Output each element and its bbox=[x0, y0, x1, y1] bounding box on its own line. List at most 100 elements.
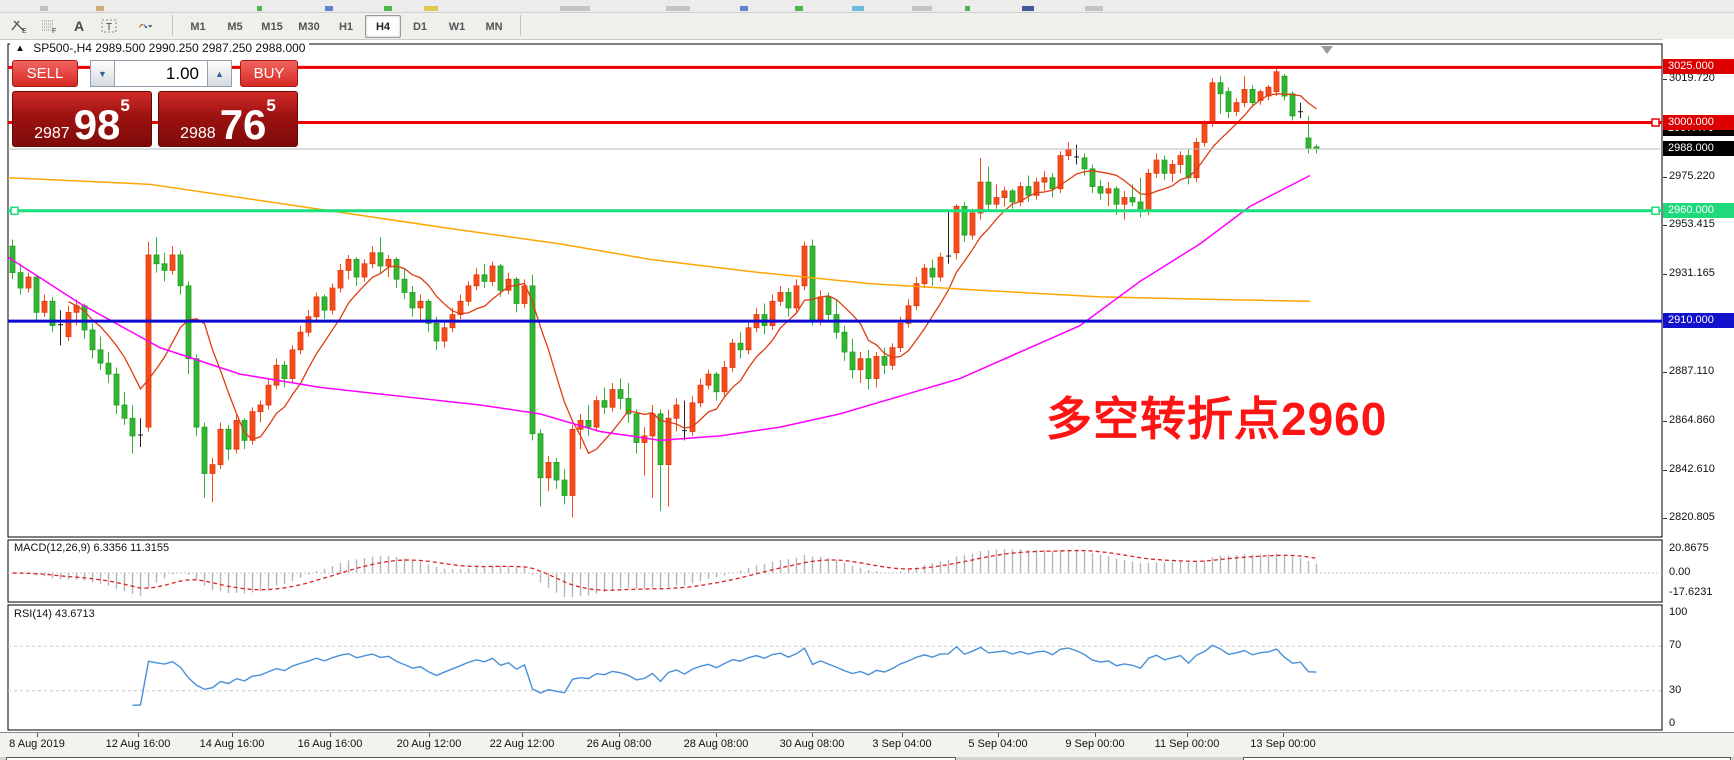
volume-input[interactable]: 1.00 bbox=[115, 60, 207, 87]
candle-body bbox=[969, 212, 976, 236]
text-box-icon[interactable]: T bbox=[96, 15, 122, 36]
toolbar-separator bbox=[520, 15, 521, 36]
candle-body bbox=[921, 267, 928, 285]
candle-body bbox=[569, 428, 576, 496]
candle-body bbox=[521, 285, 528, 304]
timeframe-button-h1[interactable]: H1 bbox=[338, 20, 354, 33]
volume-increase-button[interactable]: ▲ bbox=[207, 60, 232, 87]
time-tick bbox=[37, 733, 38, 737]
scroll-marker-icon[interactable] bbox=[1321, 46, 1333, 54]
time-label: 5 Sep 04:00 bbox=[968, 738, 1028, 750]
candle-body bbox=[193, 358, 200, 428]
candle-body bbox=[985, 181, 992, 205]
macd-axis-label: -17.6231 bbox=[1669, 586, 1713, 598]
candle-body bbox=[377, 252, 384, 267]
candle-body bbox=[25, 276, 32, 289]
candle-body bbox=[17, 272, 24, 289]
candle-body bbox=[1225, 91, 1232, 112]
timeframe-button-h4[interactable]: H4 bbox=[365, 15, 401, 38]
candle-body bbox=[121, 404, 128, 419]
time-tick bbox=[429, 733, 430, 737]
candle-body bbox=[321, 296, 328, 311]
candle-body bbox=[65, 311, 72, 338]
timeframe-button-m30[interactable]: M30 bbox=[298, 20, 320, 33]
candle-body bbox=[217, 428, 224, 466]
chart-annotation-text: 多空转折点2960 bbox=[1046, 393, 1388, 445]
indicators-icon[interactable]: E bbox=[6, 15, 32, 36]
candle-body bbox=[593, 400, 600, 428]
bottom-clipped-panel bbox=[0, 757, 1734, 760]
line-handle[interactable] bbox=[1651, 118, 1660, 127]
time-label: 16 Aug 16:00 bbox=[297, 738, 363, 750]
chart-title-text: SP500-,H4 2989.500 2990.250 2987.250 298… bbox=[33, 41, 306, 55]
candle-body bbox=[617, 389, 624, 399]
rsi-label: RSI(14) 43.6713 bbox=[14, 608, 95, 620]
timeframe-button-m15[interactable]: M15 bbox=[261, 20, 283, 33]
line-handle[interactable] bbox=[1651, 206, 1660, 216]
ask-price-big: 76 bbox=[219, 100, 267, 148]
time-label: 11 Sep 00:00 bbox=[1154, 738, 1220, 750]
text-label-icon[interactable]: A bbox=[73, 17, 85, 34]
time-tick bbox=[1187, 733, 1188, 737]
candle-body bbox=[545, 462, 552, 479]
timeframe-button-d1[interactable]: D1 bbox=[412, 20, 428, 33]
grid-icon[interactable]: F bbox=[36, 15, 62, 36]
candle-body bbox=[1289, 93, 1296, 117]
timeframe-button-m1[interactable]: M1 bbox=[190, 20, 206, 33]
time-tick bbox=[902, 733, 903, 737]
toolbar-main: E F A T M1 M5 M15 M30 H1 H4 D1 W1 MN bbox=[0, 13, 1734, 40]
candle-body bbox=[465, 285, 472, 302]
buy-button[interactable]: BUY bbox=[240, 60, 298, 87]
timeframe-button-m5[interactable]: M5 bbox=[227, 20, 243, 33]
candle-body bbox=[297, 331, 304, 351]
candle-body bbox=[801, 245, 808, 287]
candle-body bbox=[1209, 82, 1216, 123]
candle-body bbox=[505, 278, 512, 291]
candle-body bbox=[553, 462, 560, 481]
ma-line bbox=[68, 93, 1317, 455]
panel-border bbox=[7, 604, 1663, 731]
timeframe-button-w1[interactable]: W1 bbox=[448, 20, 466, 33]
volume-decrease-button[interactable]: ▼ bbox=[90, 60, 115, 87]
candle-body bbox=[289, 349, 296, 379]
candle-body bbox=[721, 367, 728, 393]
candle-body bbox=[513, 278, 520, 304]
time-axis[interactable]: 8 Aug 2019 12 Aug 16:00 14 Aug 16:00 16 Aug… bbox=[0, 732, 1734, 757]
time-tick bbox=[998, 733, 999, 737]
candle-body bbox=[665, 417, 672, 466]
line-handle[interactable] bbox=[10, 206, 19, 216]
price-tick-label: 2931.165 bbox=[1663, 267, 1715, 280]
candle-body bbox=[409, 292, 416, 309]
candle-body bbox=[777, 292, 784, 302]
candle-body bbox=[897, 322, 904, 349]
panel-border bbox=[7, 43, 1663, 538]
candle-body bbox=[233, 420, 240, 450]
candle-body bbox=[1281, 75, 1288, 97]
bid-quote-button[interactable]: 2987 98 5 bbox=[12, 91, 152, 147]
candle-body bbox=[1305, 137, 1312, 149]
candle-body bbox=[1129, 197, 1136, 203]
sell-button[interactable]: SELL bbox=[12, 60, 78, 87]
candle-body bbox=[657, 413, 664, 466]
toolbar-fragment-icon bbox=[1022, 6, 1034, 11]
timeframe-button-mn[interactable]: MN bbox=[485, 20, 503, 33]
collapse-triangle-icon[interactable]: ▲ bbox=[15, 42, 25, 54]
time-tick bbox=[619, 733, 620, 737]
candle-body bbox=[993, 197, 1000, 205]
toolbar-separator bbox=[172, 15, 173, 36]
rsi-axis-label: 0 bbox=[1669, 717, 1676, 729]
price-axis[interactable]: 3019.720 2975.220 2953.415 2931.165 2887.110… bbox=[1662, 39, 1734, 734]
candle-body bbox=[1065, 148, 1072, 157]
candle-body bbox=[961, 205, 968, 236]
candle-body bbox=[825, 296, 832, 315]
objects-arrow-icon[interactable] bbox=[126, 15, 164, 36]
macd-axis-label: 20.8675 bbox=[1669, 542, 1709, 554]
ask-quote-button[interactable]: 2988 76 5 bbox=[158, 91, 298, 147]
time-tick bbox=[232, 733, 233, 737]
rsi-axis-label: 70 bbox=[1669, 639, 1682, 651]
candle-body bbox=[273, 364, 280, 386]
candle-body bbox=[953, 205, 960, 254]
candle-body bbox=[417, 300, 424, 309]
